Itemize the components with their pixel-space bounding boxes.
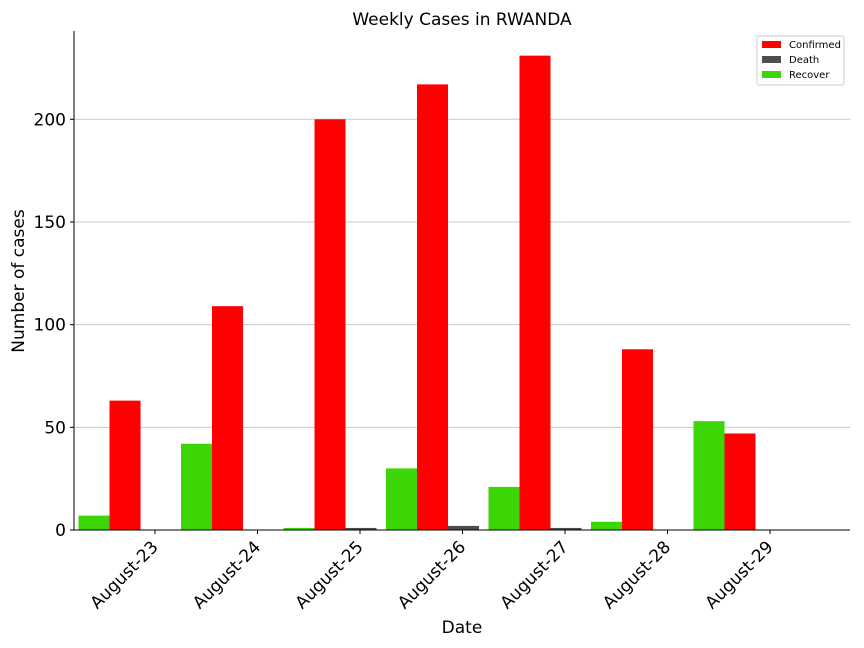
bar-confirmed-august-26 bbox=[417, 84, 448, 531]
x-tick-label: August-25 bbox=[292, 537, 368, 613]
x-tick-label: August-28 bbox=[599, 537, 675, 613]
bar-death-august-26 bbox=[448, 525, 479, 530]
y-axis-label: Number of cases bbox=[9, 209, 29, 353]
bar-confirmed-august-29 bbox=[724, 433, 756, 530]
legend: Confirmed Death Recover bbox=[756, 35, 845, 86]
x-tick-label: August-29 bbox=[702, 537, 778, 613]
bar-recover-august-25 bbox=[283, 527, 315, 530]
chart-title: Weekly Cases in RWANDA bbox=[352, 10, 572, 30]
bar-recover-august-23 bbox=[78, 515, 110, 530]
legend-label-death: Death bbox=[789, 55, 819, 66]
bar-confirmed-august-28 bbox=[622, 349, 653, 530]
bar-recover-august-24 bbox=[181, 443, 212, 530]
x-ticks: August-23 August-24 August-25 August-26 Augu… bbox=[87, 530, 778, 613]
y-tick-label: 150 bbox=[34, 213, 66, 233]
legend-label-confirmed: Confirmed bbox=[789, 40, 841, 51]
bar-confirmed-august-24 bbox=[212, 306, 243, 530]
legend-swatch-death bbox=[762, 56, 781, 63]
bar-recover-august-26 bbox=[386, 468, 417, 530]
x-axis-label: Date bbox=[442, 618, 483, 638]
x-tick-label: August-26 bbox=[394, 537, 470, 613]
y-tick-label: 200 bbox=[34, 110, 66, 130]
legend-swatch-confirmed bbox=[762, 41, 781, 48]
bar-confirmed-august-27 bbox=[519, 55, 551, 531]
bar-recover-august-27 bbox=[488, 486, 520, 530]
y-tick-label: 0 bbox=[55, 521, 66, 541]
bar-recover-august-28 bbox=[591, 521, 622, 530]
y-tick-label: 100 bbox=[34, 316, 66, 336]
gridlines bbox=[74, 118, 850, 428]
legend-label-recover: Recover bbox=[789, 70, 830, 81]
y-tick-label: 50 bbox=[44, 418, 66, 438]
bar-death-august-27 bbox=[550, 527, 582, 530]
x-tick-label: August-23 bbox=[87, 537, 163, 613]
x-tick-label: August-27 bbox=[497, 537, 573, 613]
bars bbox=[78, 55, 756, 531]
bar-confirmed-august-23 bbox=[109, 400, 141, 530]
bar-death-august-25 bbox=[345, 527, 377, 530]
x-tick-label: August-24 bbox=[189, 537, 265, 613]
legend-swatch-recover bbox=[762, 71, 781, 78]
bar-confirmed-august-25 bbox=[314, 119, 346, 530]
y-ticks: 0 50 100 150 200 bbox=[34, 110, 74, 541]
bar-recover-august-29 bbox=[693, 421, 725, 530]
